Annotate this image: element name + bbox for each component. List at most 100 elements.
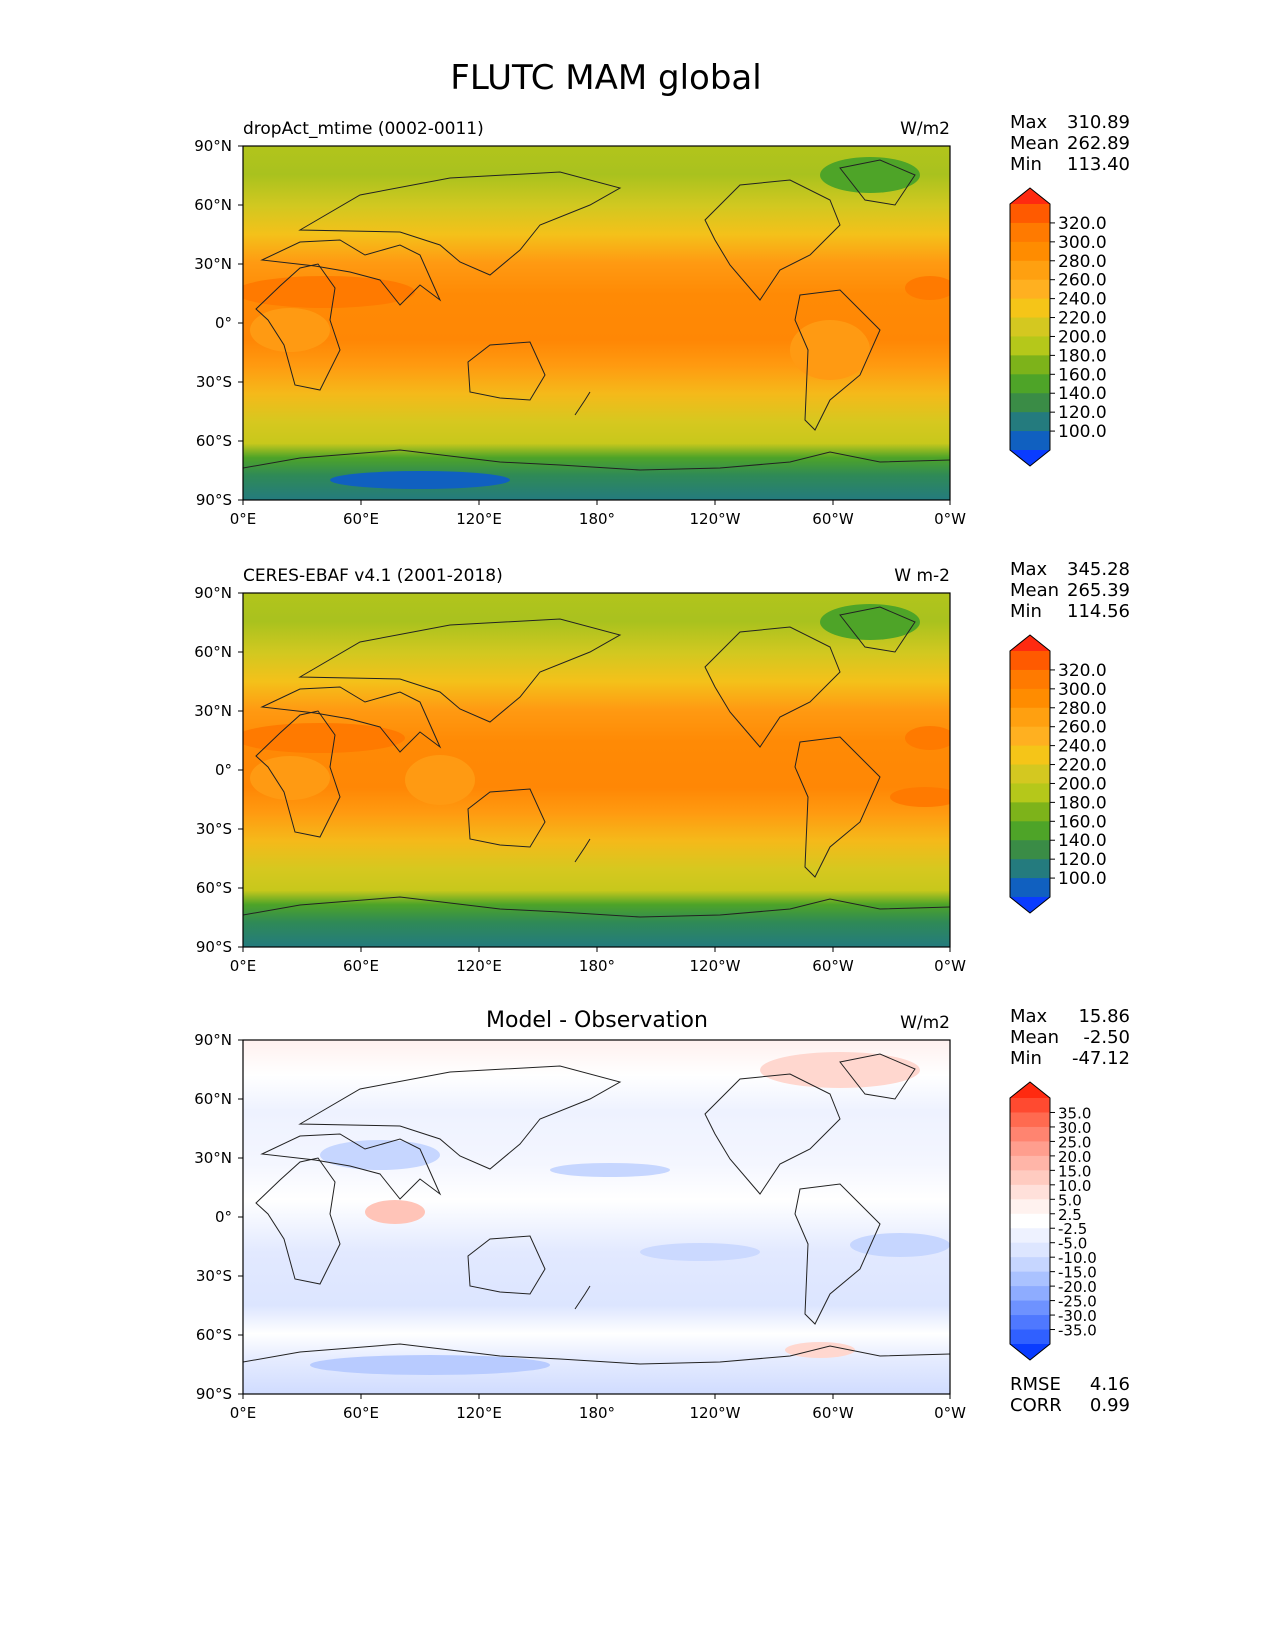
stat-value: 113.40 [1067, 154, 1130, 175]
panel-units: W/m2 [900, 1013, 950, 1033]
colorbar-segment [1010, 821, 1050, 841]
panel-model: dropAct_mtime (0002-0011) W/m2 90°N 60°N [194, 112, 1130, 528]
colorbar-tick-label: -15.0 [1058, 1264, 1097, 1282]
panel-title-center: Model - Observation [486, 1008, 708, 1033]
lat-tick-label: 60°S [196, 1326, 232, 1344]
lat-axis: 90°N 60°N 30°N 0° 30°S 60°S 90°S [194, 1031, 243, 1403]
lon-tick-label: 0°E [230, 1404, 257, 1422]
error-stats: RMSE 4.16 CORR 0.99 [1010, 1374, 1130, 1416]
colorbar-segment [1010, 840, 1050, 860]
colorbar-segment [1010, 279, 1050, 300]
colorbar-tick-label: 320.0 [1058, 214, 1107, 234]
colorbar-tick-label: 320.0 [1058, 661, 1107, 681]
stat-label: Max [1010, 1006, 1048, 1027]
lon-tick-label: 60°E [343, 510, 379, 528]
colorbar-tick-label: 240.0 [1058, 290, 1107, 310]
lat-tick-label: 30°S [196, 1267, 232, 1285]
colorbar-segment [1010, 859, 1050, 879]
stat-value: 262.89 [1067, 133, 1130, 154]
colorbar-tick-label: -5.0 [1058, 1235, 1087, 1253]
panel-units: W m-2 [894, 566, 950, 586]
colorbar-segment [1010, 355, 1050, 375]
stat-value: 15.86 [1078, 1006, 1130, 1027]
colorbar-segment [1010, 726, 1050, 747]
lon-tick-label: 120°E [456, 957, 502, 975]
lon-tick-label: 120°W [690, 1404, 741, 1422]
colorbar-tick-label: -30.0 [1058, 1307, 1097, 1325]
colorbar-segment [1010, 1141, 1050, 1157]
colorbar-tick-label: -35.0 [1058, 1322, 1097, 1340]
colorbar-segment [1010, 393, 1050, 413]
lon-tick-label: 60°W [812, 1404, 854, 1422]
colorbar-segment [1010, 1184, 1050, 1200]
colorbar-segment [1010, 1286, 1050, 1302]
colorbar-segment [1010, 1329, 1050, 1345]
colorbar-segment [1010, 764, 1050, 784]
colorbar-segment [1010, 878, 1050, 898]
map-field [243, 1040, 950, 1394]
lon-tick-label: 120°W [690, 510, 741, 528]
lon-axis: 0°E 60°E 120°E 180° 120°W 60°W 0°W [230, 500, 966, 528]
lon-axis: 0°E 60°E 120°E 180° 120°W 60°W 0°W [230, 1394, 966, 1422]
colorbar-tick-label: -2.5 [1058, 1220, 1087, 1238]
panel-observation: CERES-EBAF v4.1 (2001-2018) W m-2 90°N 6 [194, 559, 1130, 975]
colorbar-segment [1010, 1098, 1050, 1113]
colorbar-segment [1010, 1315, 1050, 1331]
lon-tick-label: 60°E [343, 957, 379, 975]
colorbar-tick-label: 15.0 [1058, 1162, 1091, 1180]
panel-title-left: dropAct_mtime (0002-0011) [243, 119, 484, 139]
colorbar-segment [1010, 298, 1050, 319]
colorbar-tick-label: 280.0 [1058, 699, 1107, 719]
colorbar-tick-label: 280.0 [1058, 252, 1107, 272]
stats-block: Max 15.86 Mean -2.50 Min -47.12 [1010, 1006, 1130, 1069]
stat-label: Min [1010, 601, 1042, 622]
lon-tick-label: 60°W [812, 510, 854, 528]
lat-tick-label: 30°S [196, 373, 232, 391]
colorbar-segment [1010, 688, 1050, 709]
map-field [243, 146, 950, 500]
colorbar-extend-top [1010, 1082, 1050, 1098]
lat-tick-label: 60°N [194, 1090, 232, 1108]
colorbar: 320.0300.0280.0260.0240.0220.0200.0180.0… [1009, 634, 1107, 914]
colorbar-tick-label: 300.0 [1058, 233, 1107, 253]
colorbar-segment [1010, 1126, 1050, 1142]
lat-tick-label: 90°N [194, 1031, 232, 1049]
colorbar-extend-top [1010, 635, 1050, 651]
stat-label: Max [1010, 559, 1048, 580]
colorbar-segment [1010, 260, 1050, 281]
lat-tick-label: 60°S [196, 879, 232, 897]
stat-value: 345.28 [1067, 559, 1130, 580]
colorbar-segment [1010, 783, 1050, 803]
colorbar-segment [1010, 1170, 1050, 1186]
lat-tick-label: 60°N [194, 643, 232, 661]
lat-tick-label: 30°N [194, 702, 232, 720]
stat-value: 310.89 [1067, 112, 1130, 133]
colorbar-tick-label: 160.0 [1058, 365, 1107, 385]
colorbar-tick-label: 140.0 [1058, 831, 1107, 851]
coastlines [243, 606, 950, 918]
panel-difference: Model - Observation W/m2 90°N [194, 1006, 1130, 1422]
corr-label: CORR [1010, 1395, 1062, 1416]
colorbar-tick-label: 200.0 [1058, 327, 1107, 347]
colorbar-tick-label: 10.0 [1058, 1177, 1091, 1195]
colorbar-outline [1009, 1081, 1051, 1361]
colorbar-extend-bottom [1010, 450, 1050, 466]
colorbar-segment [1010, 1300, 1050, 1316]
colorbar-segment [1010, 374, 1050, 394]
lat-axis: 90°N 60°N 30°N 0° 30°S 60°S 90°S [194, 137, 243, 509]
colorbar-tick-label: 180.0 [1058, 793, 1107, 813]
figure-title: FLUTC MAM global [450, 58, 761, 98]
colorbar-tick-label: -10.0 [1058, 1249, 1097, 1267]
stat-label: Max [1010, 112, 1048, 133]
stat-label: Min [1010, 154, 1042, 175]
stat-label: Min [1010, 1048, 1042, 1069]
colorbar-segment [1010, 431, 1050, 451]
lon-axis: 0°E 60°E 120°E 180° 120°W 60°W 0°W [230, 947, 966, 975]
stat-value: 114.56 [1067, 601, 1130, 622]
lon-tick-label: 120°E [456, 510, 502, 528]
colorbar-segment [1010, 802, 1050, 822]
colorbar-extend-bottom [1010, 1344, 1050, 1360]
colorbar-segment [1010, 412, 1050, 432]
colorbar-tick-label: 240.0 [1058, 737, 1107, 757]
